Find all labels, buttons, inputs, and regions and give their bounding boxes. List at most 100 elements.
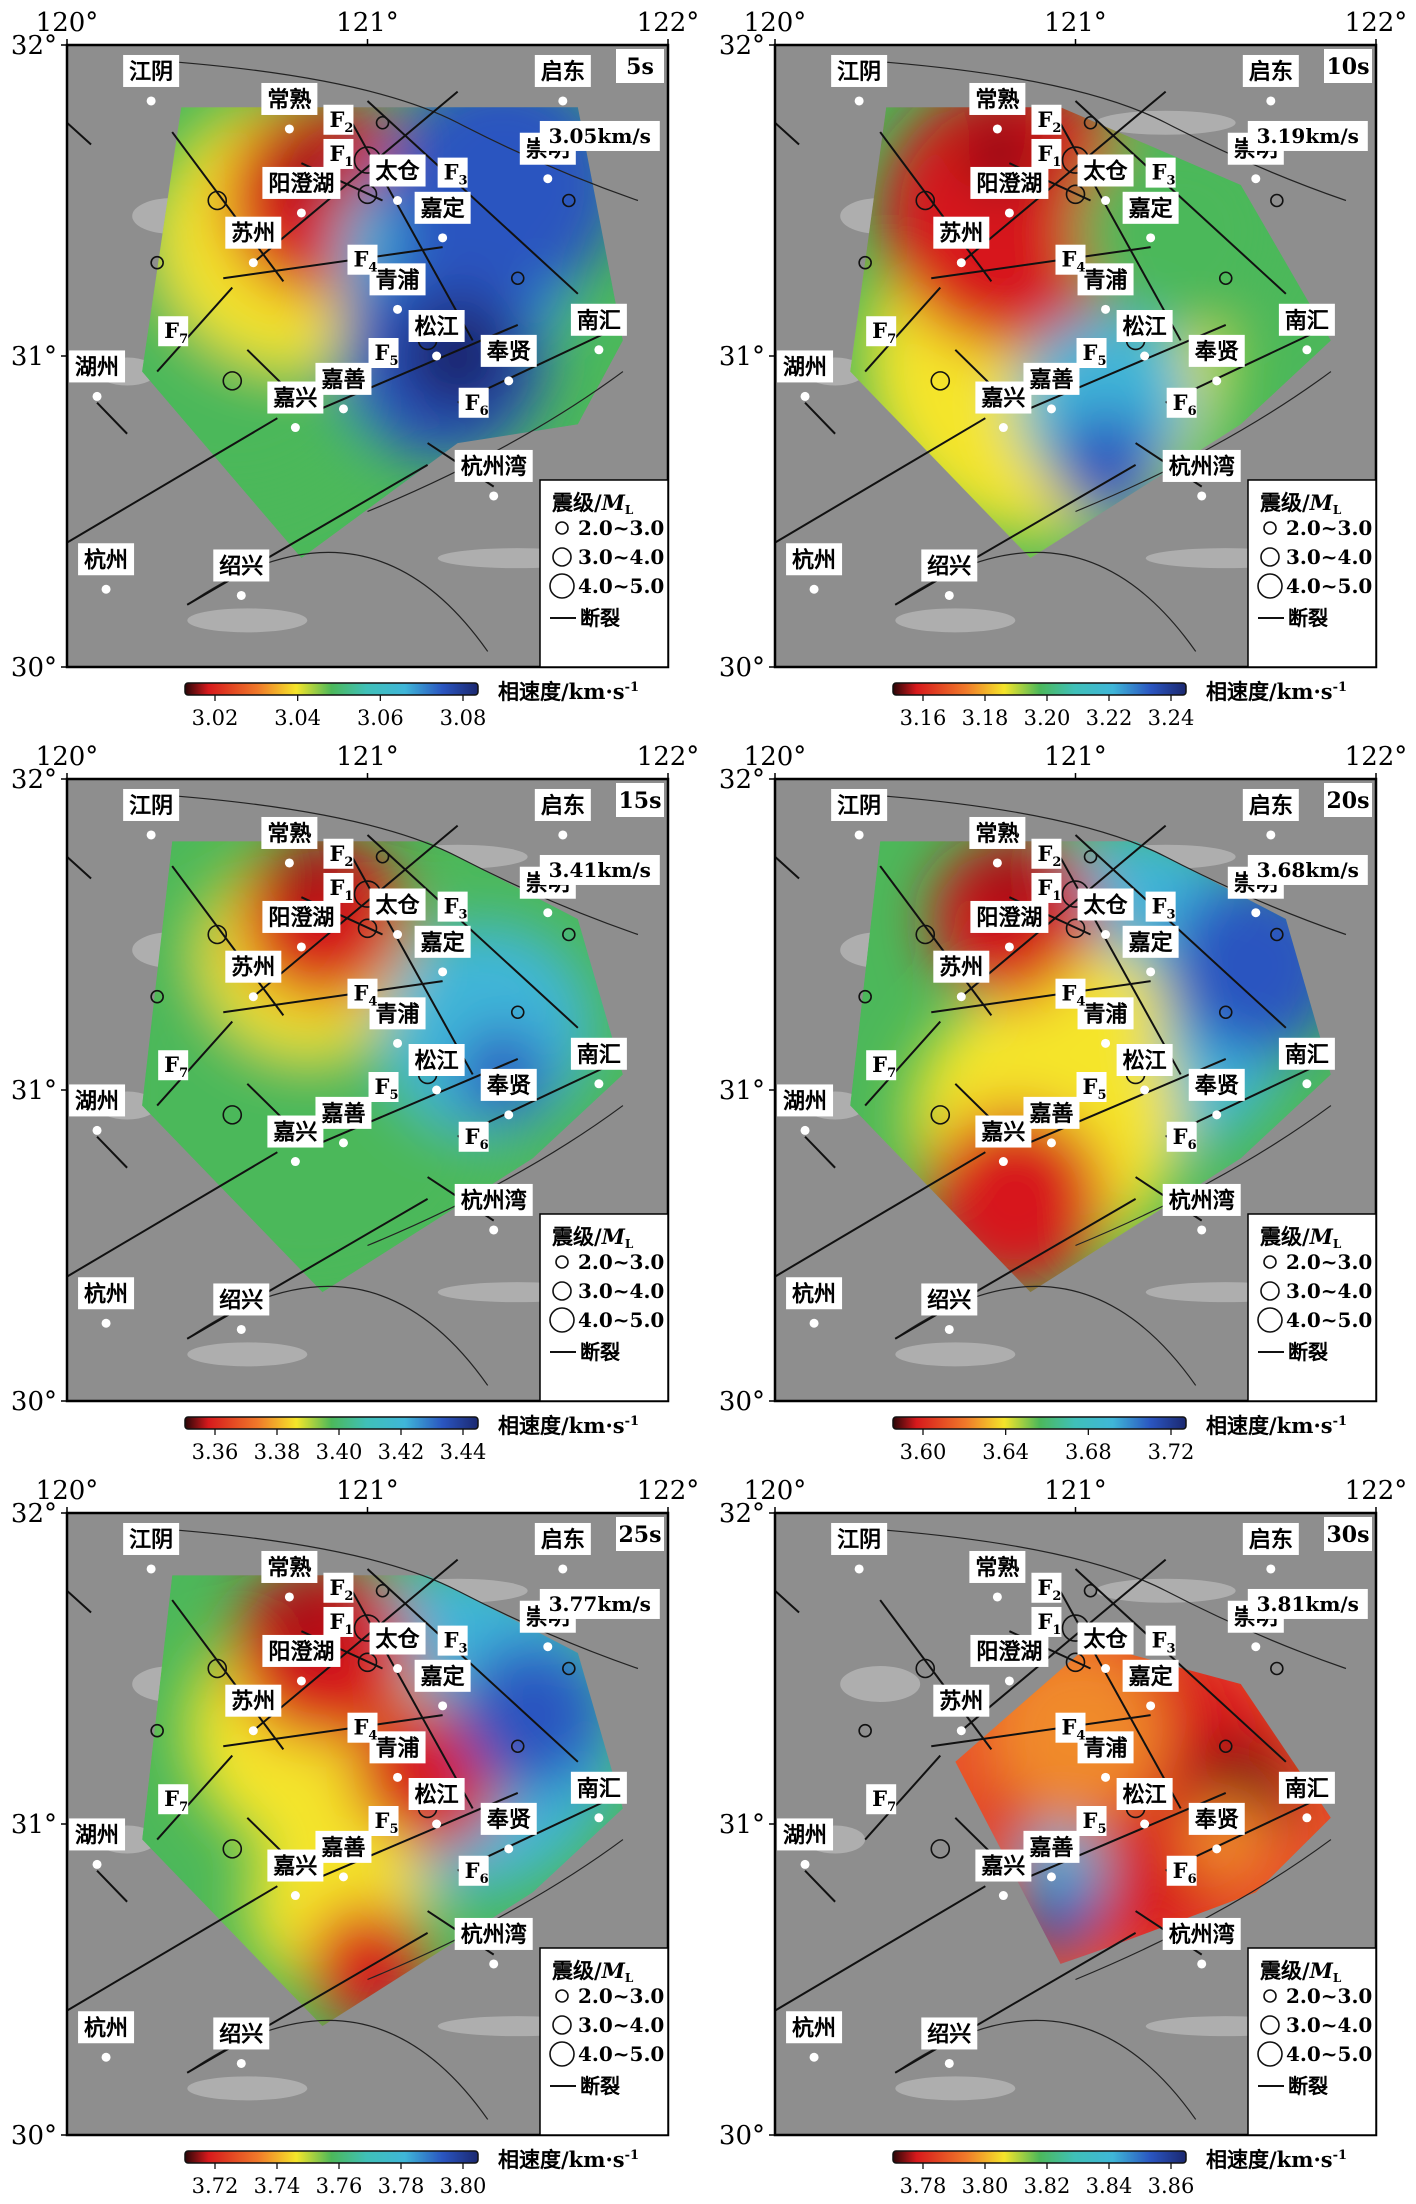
earthquake-circle [375, 1583, 390, 1598]
colorbar-unit-label: 相速度/km·s-1 [498, 679, 639, 704]
city-marker [432, 1819, 442, 1829]
map-svg-20s: 120°121°122°32°31°30°江阴常熟阳澄湖太仓嘉定崇明启东苏州青浦… [719, 742, 1407, 1464]
legend-circle-icon [1260, 1281, 1280, 1301]
city-label-fengxian: 奉贤 [1194, 1807, 1239, 1833]
city-label-fengxian: 奉贤 [486, 339, 531, 365]
fault-line [774, 1151, 986, 1278]
fault-line [66, 856, 92, 880]
city-label-taicang: 太仓 [1084, 893, 1129, 919]
colorbar-tick-label: 3.80 [440, 2174, 487, 2198]
earthquake-circle [207, 190, 228, 211]
panel-25s: 120°121°122°32°31°30°江阴常熟阳澄湖太仓嘉定崇明启东苏州青浦… [0, 1468, 708, 2202]
city-label-hangzhou: 杭州 [792, 1281, 836, 1307]
city-marker [146, 830, 156, 840]
city-marker [92, 1125, 102, 1135]
city-label-changshu: 常熟 [267, 1555, 311, 1581]
legend-magnitude-2: 4.0~5.0 [578, 574, 664, 598]
city-marker [248, 258, 258, 268]
city-marker [489, 1225, 499, 1235]
panel-20s: 120°121°122°32°31°30°江阴常熟阳澄湖太仓嘉定崇明启东苏州青浦… [708, 734, 1416, 1468]
colorbar-tick-label: 3.76 [316, 2174, 363, 2198]
colorbar-unit-label: 相速度/km·s-1 [1206, 679, 1347, 704]
city-label-shaoxing: 绍兴 [219, 553, 263, 579]
city-label-songjiang: 松江 [1123, 1782, 1167, 1808]
lon-tick-label: 122° [1345, 1476, 1408, 1506]
city-label-songjiang: 松江 [1123, 314, 1167, 340]
legend-magnitude-2: 4.0~5.0 [578, 1308, 664, 1332]
city-marker [438, 967, 448, 977]
city-label-jiading: 嘉定 [1129, 196, 1173, 222]
city-marker [944, 590, 954, 600]
earthquake-circle [1218, 1005, 1233, 1020]
city-label-nanhui: 南汇 [577, 1776, 621, 1802]
lat-tick-label: 32° [11, 765, 57, 795]
city-marker [543, 1642, 553, 1652]
fault-line [804, 401, 836, 435]
fault-line [342, 840, 474, 1075]
earthquake-circle [1270, 1661, 1284, 1676]
city-marker [1212, 1110, 1222, 1120]
average-velocity-10s: 3.19km/s [1257, 124, 1359, 148]
fault-line [864, 1754, 942, 1841]
fault-line [366, 100, 579, 295]
legend-magnitude-1: 3.0~4.0 [1286, 2013, 1372, 2037]
city-label-fengxian: 奉贤 [1194, 1073, 1239, 1099]
average-velocity-20s: 3.68km/s [1257, 858, 1359, 882]
city-marker [809, 1318, 819, 1328]
city-label-hangzhou: 杭州 [792, 547, 836, 573]
fault-line [894, 463, 1137, 606]
legend-magnitude-0: 2.0~3.0 [578, 1984, 664, 2008]
earthquake-circle [150, 1723, 164, 1738]
lat-tick-label: 31° [719, 342, 765, 372]
city-label-nanhui: 南汇 [1285, 1042, 1329, 1068]
city-label-changshu: 常熟 [975, 821, 1019, 847]
fault-line [894, 1197, 1137, 1340]
city-marker [998, 1157, 1008, 1167]
map-svg-15s: 120°121°122°32°31°30°江阴常熟阳澄湖太仓嘉定崇明启东苏州青浦… [11, 742, 699, 1464]
city-label-shaoxing: 绍兴 [219, 2021, 263, 2047]
city-label-jiading: 嘉定 [1129, 930, 1173, 956]
city-label-huzhou: 湖州 [75, 1088, 119, 1114]
colorbar-tick-label: 3.16 [900, 706, 947, 730]
city-marker [290, 423, 300, 433]
lat-tick-label: 30° [11, 653, 57, 683]
earthquake-circle [1218, 271, 1233, 286]
earthquake-circle [150, 255, 164, 270]
city-marker [1101, 304, 1111, 314]
city-label-yangchenghu: 阳澄湖 [976, 1639, 1042, 1665]
period-label-15s: 15s [618, 788, 661, 814]
earthquake-circle [207, 924, 228, 945]
city-label-qingpu: 青浦 [1084, 267, 1128, 293]
fault-line [960, 1558, 1167, 1732]
legend-circle-icon [1263, 1989, 1277, 2003]
colorbar-tick-label: 3.38 [254, 1440, 301, 1464]
colorbar [892, 682, 1187, 696]
earthquake-circle [1065, 184, 1086, 205]
city-label-hangzhouwan: 杭州湾 [1169, 1922, 1235, 1948]
lat-tick-label: 31° [11, 1810, 57, 1840]
average-velocity-25s: 3.77km/s [549, 1592, 651, 1616]
city-label-jiashan: 嘉善 [321, 367, 365, 393]
earthquake-circle [357, 1652, 378, 1673]
city-marker [992, 858, 1002, 868]
colorbar-tick-label: 3.64 [982, 1440, 1029, 1464]
earthquake-circle [858, 989, 872, 1004]
city-marker [1101, 1038, 1111, 1048]
legend-circle-icon [552, 2015, 572, 2035]
lon-tick-label: 121° [1044, 742, 1107, 772]
earthquake-circle [1065, 1652, 1086, 1673]
fault-line [171, 1599, 285, 1750]
city-label-jiangyin: 江阴 [837, 1527, 881, 1553]
fault-line [66, 1151, 278, 1278]
city-label-jiangyin: 江阴 [129, 59, 173, 85]
lon-tick-label: 120° [36, 1476, 99, 1506]
city-label-suzhou: 苏州 [939, 221, 983, 247]
lat-tick-label: 30° [11, 2121, 57, 2151]
earthquake-circle [915, 1658, 936, 1679]
earthquake-circle [858, 255, 872, 270]
city-marker [809, 2052, 819, 2062]
city-marker [1251, 908, 1261, 918]
earthquake-circle [1065, 918, 1086, 939]
period-label-25s: 25s [618, 1522, 661, 1548]
colorbar-tick-label: 3.40 [316, 1440, 363, 1464]
